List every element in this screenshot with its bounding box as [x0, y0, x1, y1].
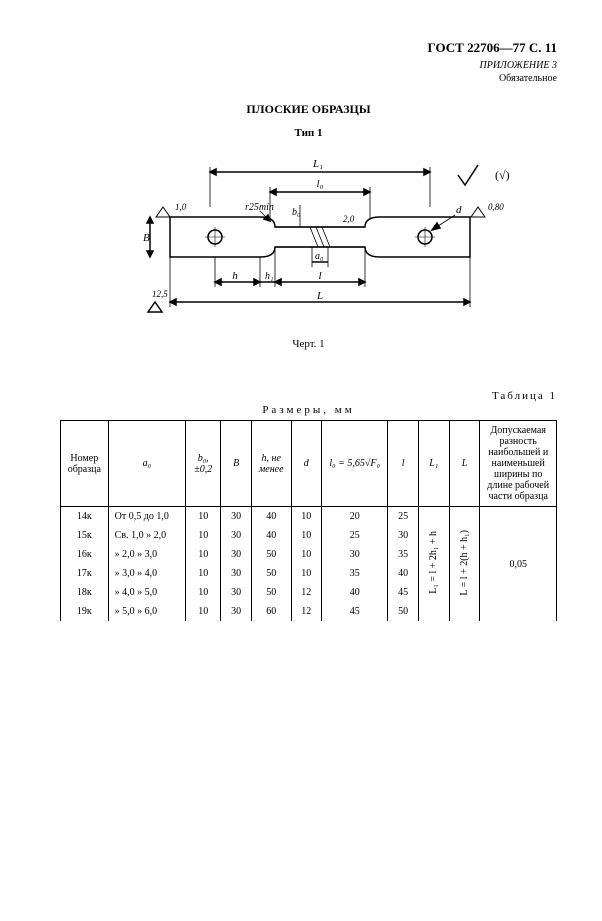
- dim-t4: 12,5: [152, 289, 168, 299]
- table-cell: 30: [221, 526, 252, 545]
- table-cell: 20: [322, 507, 388, 527]
- sub-title: Тип 1: [60, 127, 557, 139]
- table-cell: 25: [322, 526, 388, 545]
- table-cell: 60: [251, 602, 291, 621]
- dim-h: h: [232, 270, 238, 282]
- dim-h1: h₁: [265, 271, 273, 282]
- dim-L1: L₁: [312, 158, 323, 170]
- table-cell: 35: [388, 545, 419, 564]
- dim-t3: 0,80: [488, 202, 504, 212]
- dim-r: r25min: [245, 202, 274, 213]
- table-cell: 50: [251, 583, 291, 602]
- table-cell: 12: [291, 602, 322, 621]
- col-d: d: [291, 421, 322, 507]
- col-l0: l₀ = 5,65√F₀: [322, 421, 388, 507]
- table-cell: 10: [291, 564, 322, 583]
- col-l: l: [388, 421, 419, 507]
- table-cell: 25: [388, 507, 419, 527]
- cell-L-formula: L = l + 2(h + h₁): [449, 507, 480, 622]
- table-cell: 30: [388, 526, 419, 545]
- table-cell: 30: [322, 545, 388, 564]
- table-cell: 10: [291, 545, 322, 564]
- col-L: L: [449, 421, 480, 507]
- col-B: B: [221, 421, 252, 507]
- checkmark-label: (√): [495, 168, 510, 182]
- appendix-line1: ПРИЛОЖЕНИЕ 3: [60, 60, 557, 71]
- cell-L1-formula: L₁ = l + 2h₁ + h: [418, 507, 449, 622]
- dim-L: L: [316, 290, 323, 302]
- table-row: 14кОт 0,5 до 1,0103040102025L₁ = l + 2h₁…: [61, 507, 557, 527]
- table-cell: 40: [322, 583, 388, 602]
- table-cell: 40: [251, 526, 291, 545]
- dim-l: l: [318, 270, 321, 282]
- dim-t1: 1,0: [175, 202, 187, 212]
- table-cell: 45: [388, 583, 419, 602]
- col-L1: L₁: [418, 421, 449, 507]
- table-number: Таблица 1: [60, 390, 557, 402]
- table-cell: Св. 1,0 » 2,0: [108, 526, 185, 545]
- dim-B: B: [143, 232, 150, 244]
- table-cell: 30: [221, 583, 252, 602]
- table-body: 14кОт 0,5 до 1,0103040102025L₁ = l + 2h₁…: [61, 507, 557, 622]
- table-cell: 40: [251, 507, 291, 527]
- table-cell: 10: [186, 583, 221, 602]
- dimensions-table: Номер образца a₀ b₀, ±0,2 B h, не менее …: [60, 420, 557, 621]
- table-cell: 50: [251, 564, 291, 583]
- table-cell: » 2,0 » 3,0: [108, 545, 185, 564]
- table-cell: 12: [291, 583, 322, 602]
- table-cell: 10: [186, 602, 221, 621]
- specimen-svg: L₁ l₀: [60, 147, 550, 327]
- table-cell: 10: [186, 507, 221, 527]
- technical-drawing: L₁ l₀: [60, 147, 557, 332]
- table-cell: » 4,0 » 5,0: [108, 583, 185, 602]
- col-h: h, не менее: [251, 421, 291, 507]
- table-cell: 10: [186, 526, 221, 545]
- table-cell: » 3,0 » 4,0: [108, 564, 185, 583]
- table-cell: 50: [388, 602, 419, 621]
- table-cell: » 5,0 » 6,0: [108, 602, 185, 621]
- cell-tolerance: 0,05: [480, 507, 557, 622]
- dim-b0: b₀: [292, 207, 301, 218]
- dim-a0: a₀: [315, 251, 324, 262]
- table-cell: 40: [388, 564, 419, 583]
- col-b0: b₀, ±0,2: [186, 421, 221, 507]
- main-title: ПЛОСКИЕ ОБРАЗЦЫ: [60, 102, 557, 117]
- table-cell: 10: [186, 564, 221, 583]
- table-cell: 10: [291, 507, 322, 527]
- table-cell: От 0,5 до 1,0: [108, 507, 185, 527]
- col-a0: a₀: [108, 421, 185, 507]
- col-tol: Допускаемая разность наибольшей и наимен…: [480, 421, 557, 507]
- table-cell: 18к: [61, 583, 109, 602]
- table-cell: 10: [291, 526, 322, 545]
- dim-l0: l₀: [317, 178, 324, 190]
- table-cell: 30: [221, 545, 252, 564]
- table-cell: 17к: [61, 564, 109, 583]
- col-id: Номер образца: [61, 421, 109, 507]
- appendix-line2: Обязательное: [60, 73, 557, 84]
- table-cell: 16к: [61, 545, 109, 564]
- table-cell: 15к: [61, 526, 109, 545]
- table-cell: 14к: [61, 507, 109, 527]
- table-cell: 35: [322, 564, 388, 583]
- dim-d: d: [456, 204, 462, 216]
- table-cell: 30: [221, 602, 252, 621]
- table-cell: 19к: [61, 602, 109, 621]
- table-cell: 30: [221, 564, 252, 583]
- table-cell: 10: [186, 545, 221, 564]
- dim-t2: 2,0: [343, 214, 355, 224]
- table-cell: 45: [322, 602, 388, 621]
- table-caption: Размеры, мм: [60, 404, 557, 416]
- table-cell: 30: [221, 507, 252, 527]
- drawing-caption: Черт. 1: [60, 338, 557, 350]
- table-cell: 50: [251, 545, 291, 564]
- gost-header: ГОСТ 22706—77 С. 11: [60, 40, 557, 56]
